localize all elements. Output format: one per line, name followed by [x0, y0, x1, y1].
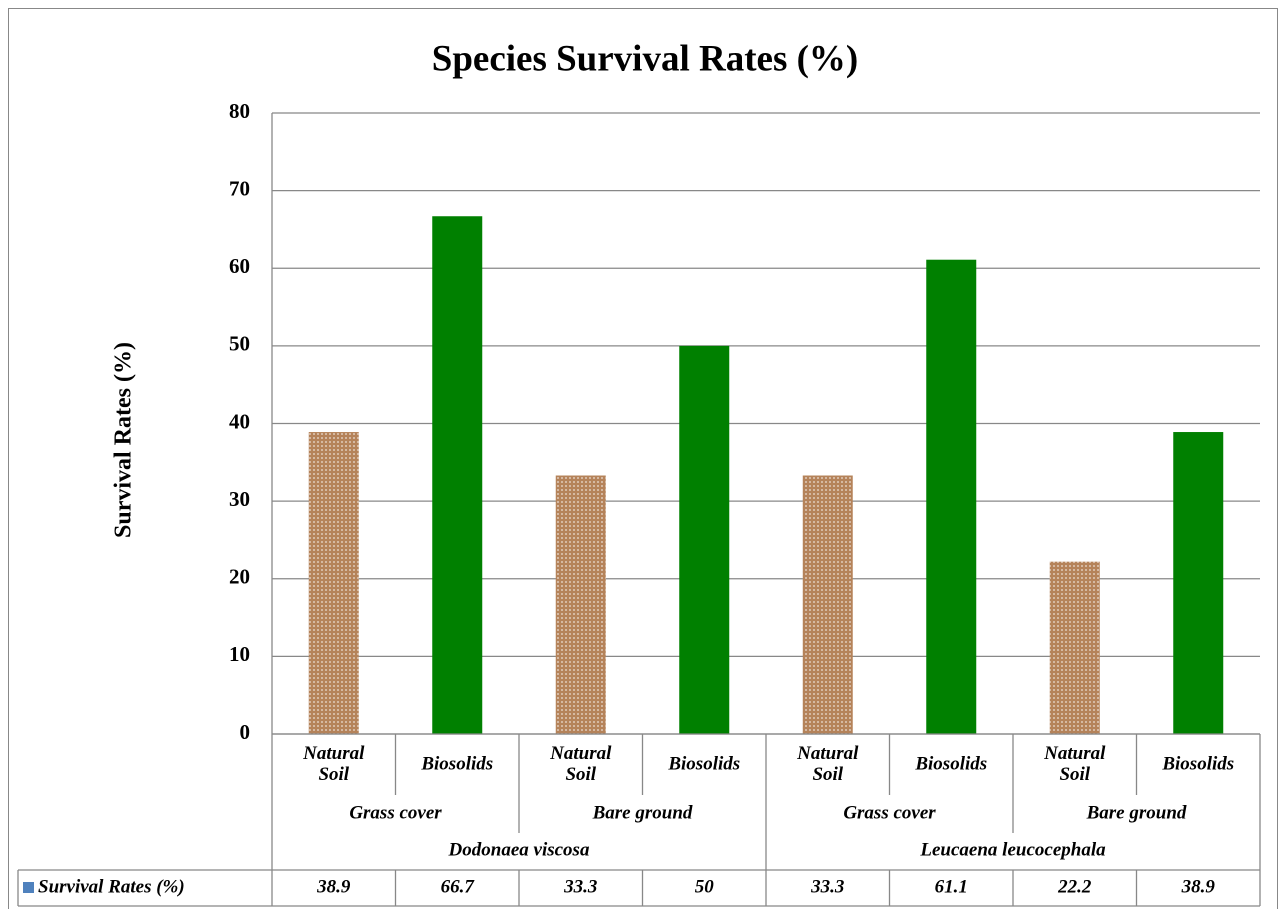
bar — [926, 259, 977, 734]
bar-texture — [802, 475, 853, 734]
data-table-value: 50 — [694, 876, 714, 898]
y-tick-label: 20 — [229, 565, 250, 589]
data-table-value: 38.9 — [1181, 876, 1215, 898]
group-label: Grass cover — [843, 802, 936, 824]
data-table-value: 38.9 — [317, 876, 351, 898]
bar-texture — [555, 475, 606, 734]
x-tick-label: Natural Soil — [797, 743, 859, 785]
chart-border — [8, 8, 1278, 909]
bar — [1173, 432, 1224, 734]
data-table-value: 61.1 — [934, 876, 968, 898]
group-label: Bare ground — [1086, 802, 1187, 824]
y-tick-label: 70 — [229, 176, 250, 200]
group-label: Bare ground — [592, 802, 693, 824]
legend-key — [23, 882, 34, 893]
chart-title: Species Survival Rates (%) — [432, 38, 859, 79]
data-table-value: 33.3 — [811, 876, 845, 898]
x-tick-label: Natural Soil — [550, 743, 612, 785]
x-tick-label: Biosolids — [421, 753, 494, 775]
y-tick-label: 10 — [229, 642, 250, 666]
legend-label: Survival Rates (%) — [38, 876, 185, 898]
x-tick-label: Biosolids — [1162, 753, 1235, 775]
y-tick-label: 60 — [229, 254, 250, 278]
data-table-value: 66.7 — [440, 876, 474, 898]
bar — [432, 216, 483, 734]
group-label: Grass cover — [349, 802, 442, 824]
data-table-value: 33.3 — [564, 876, 598, 898]
x-tick-label: Natural Soil — [303, 743, 365, 785]
bar-texture — [1049, 561, 1100, 734]
y-tick-label: 0 — [240, 720, 251, 744]
bar — [679, 345, 730, 734]
species-label: Leucaena leucocephala — [920, 839, 1106, 861]
y-axis-title: Survival Rates (%) — [111, 342, 137, 538]
y-tick-label: 50 — [229, 332, 250, 356]
species-label: Dodonaea viscosa — [448, 839, 590, 861]
y-tick-label: 30 — [229, 487, 250, 511]
x-tick-label: Biosolids — [668, 753, 741, 775]
data-table-value: 22.2 — [1058, 876, 1092, 898]
y-tick-label: 40 — [229, 409, 250, 433]
y-tick-label: 80 — [229, 99, 250, 123]
bar-texture — [308, 432, 359, 734]
x-tick-label: Biosolids — [915, 753, 988, 775]
x-tick-label: Natural Soil — [1044, 743, 1106, 785]
